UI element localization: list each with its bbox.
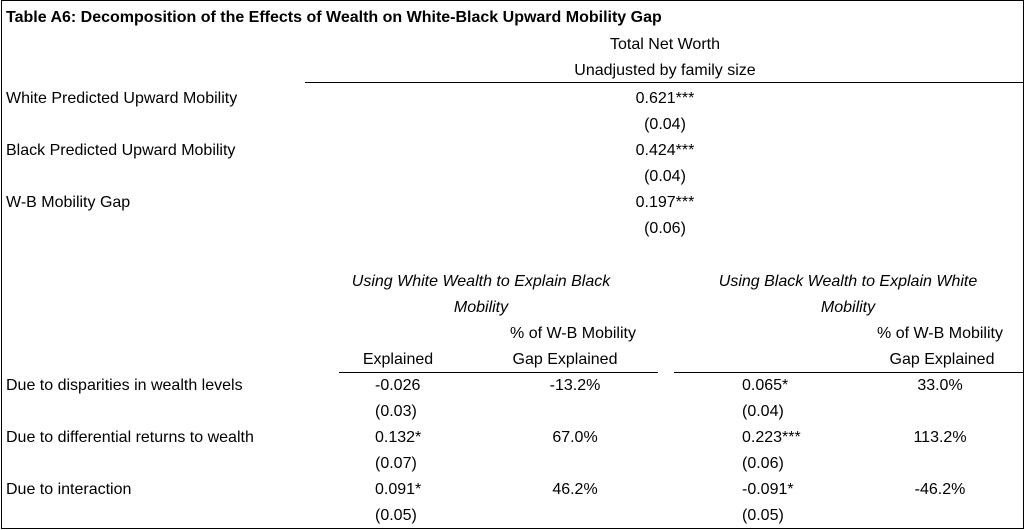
- returns-white-se: (0.07): [375, 455, 417, 472]
- group-black-line1: Using Black Wealth to Explain White: [718, 273, 978, 290]
- interaction-white-pct: 46.2%: [552, 481, 598, 498]
- returns-black-se: (0.06): [742, 455, 784, 472]
- col-pct-line2-black: Gap Explained: [889, 351, 995, 368]
- black-mobility-value: 0.424***: [635, 142, 695, 159]
- col-explained-white: Explained: [362, 351, 434, 368]
- col-pct-line1-white: % of W-B Mobility: [510, 325, 636, 342]
- interaction-black-pct: -46.2%: [914, 481, 966, 498]
- group-white-line2: Mobility: [453, 299, 509, 316]
- mobility-gap-se: (0.06): [644, 220, 686, 237]
- wealth-levels-black-value: 0.065*: [742, 377, 789, 394]
- top-header-line1: Total Net Worth: [610, 36, 720, 53]
- group-white-line1: Using White Wealth to Explain Black: [351, 273, 611, 290]
- returns-black-value: 0.223***: [742, 429, 801, 446]
- wealth-levels-white-se: (0.03): [375, 403, 417, 420]
- interaction-white-value: 0.091*: [375, 481, 422, 498]
- row-label-interaction: Due to interaction: [6, 481, 132, 498]
- interaction-black-value: -0.091*: [742, 481, 794, 498]
- white-mobility-value: 0.621***: [635, 90, 695, 107]
- wealth-levels-white-pct: -13.2%: [549, 377, 601, 394]
- row-label-white-mobility: White Predicted Upward Mobility: [6, 90, 238, 107]
- wealth-levels-white-value: -0.026: [375, 377, 421, 394]
- top-header-rule: [305, 82, 1023, 83]
- row-label-black-mobility: Black Predicted Upward Mobility: [6, 142, 236, 159]
- wealth-levels-black-se: (0.04): [742, 403, 784, 420]
- group-black-line2: Mobility: [820, 299, 876, 316]
- returns-black-pct: 113.2%: [913, 429, 967, 446]
- black-group-rule: [674, 372, 1023, 373]
- mobility-gap-value: 0.197***: [635, 194, 695, 211]
- row-label-differential-returns: Due to differential returns to wealth: [6, 429, 254, 446]
- table-title: Table A6: Decomposition of the Effects o…: [6, 9, 662, 26]
- returns-white-pct: 67.0%: [552, 429, 598, 446]
- interaction-black-se: (0.05): [742, 507, 784, 524]
- col-pct-line2-white: Gap Explained: [512, 351, 618, 368]
- col-pct-line1-black: % of W-B Mobility: [877, 325, 1003, 342]
- row-label-mobility-gap: W-B Mobility Gap: [6, 194, 131, 211]
- top-header-line2: Unadjusted by family size: [574, 62, 756, 79]
- returns-white-value: 0.132*: [375, 429, 422, 446]
- interaction-white-se: (0.05): [375, 507, 417, 524]
- white-group-rule: [339, 372, 658, 373]
- white-mobility-se: (0.04): [644, 116, 686, 133]
- black-mobility-se: (0.04): [644, 168, 686, 185]
- row-label-wealth-levels: Due to disparities in wealth levels: [6, 377, 243, 394]
- wealth-levels-black-pct: 33.0%: [917, 377, 963, 394]
